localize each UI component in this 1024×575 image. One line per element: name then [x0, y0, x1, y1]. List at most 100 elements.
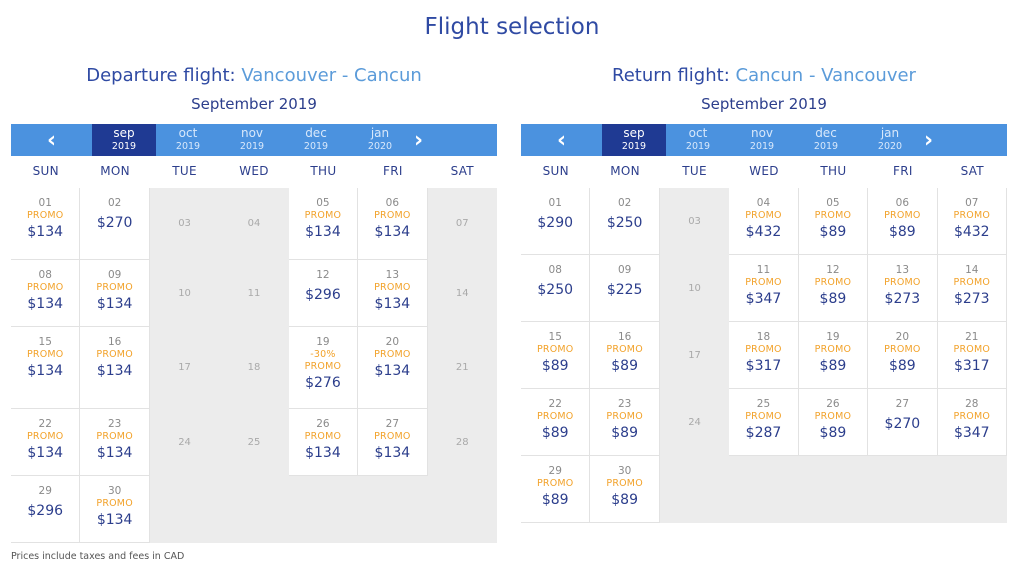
day-cell[interactable]: 15 PROMO $89: [521, 322, 591, 389]
day-cell[interactable]: 27 $270: [868, 389, 938, 456]
month-tab-year: 2019: [239, 141, 265, 152]
day-cell[interactable]: 26 PROMO $89: [798, 389, 869, 456]
month-tab-jan[interactable]: jan 2020: [858, 124, 922, 156]
month-tab-oct[interactable]: oct 2019: [666, 124, 730, 156]
prev-month-button[interactable]: ‹: [11, 124, 92, 156]
promo-badge: PROMO: [374, 210, 411, 221]
day-cell-unavailable: 25: [219, 409, 289, 476]
fare-price: $134: [27, 224, 64, 240]
day-cell[interactable]: 27 PROMO $134: [358, 409, 428, 476]
day-cell-unavailable: 17: [659, 322, 730, 389]
month-tab-sep[interactable]: sep 2019: [92, 124, 156, 156]
day-cell[interactable]: 13 PROMO $134: [358, 260, 428, 327]
day-cell[interactable]: 11 PROMO $347: [729, 255, 799, 322]
month-tab-oct[interactable]: oct 2019: [156, 124, 220, 156]
promo-badge: PROMO: [884, 277, 921, 288]
day-cell[interactable]: 06 PROMO $134: [358, 188, 428, 260]
day-number: 27: [895, 398, 910, 410]
fare-price: $317: [745, 358, 782, 374]
day-cell[interactable]: 08 $250: [521, 255, 591, 322]
return-month-title: September 2019: [701, 95, 827, 113]
promo-badge: PROMO: [814, 411, 852, 422]
fare-price: $250: [537, 282, 574, 298]
month-tab-nov[interactable]: nov 2019: [220, 124, 284, 156]
month-tab-sep[interactable]: sep 2019: [602, 124, 666, 156]
promo-badge: PROMO: [953, 344, 991, 355]
day-number: 23: [107, 418, 122, 430]
day-cell[interactable]: 16 PROMO $89: [590, 322, 660, 389]
next-month-button[interactable]: ›: [412, 124, 463, 156]
weekday-fri: FRI: [383, 164, 403, 178]
day-cell[interactable]: 29 $296: [11, 476, 81, 543]
day-number: 25: [247, 436, 261, 448]
day-cell[interactable]: 01 PROMO $134: [11, 188, 81, 260]
day-cell[interactable]: 09 $225: [590, 255, 660, 322]
day-cell[interactable]: 15 PROMO $134: [11, 327, 81, 409]
day-cell[interactable]: 20 PROMO $89: [868, 322, 938, 389]
fare-price: $89: [541, 358, 569, 374]
month-tab-year: 2019: [175, 141, 201, 152]
fare-price: $134: [27, 296, 64, 312]
day-cell[interactable]: 12 $296: [288, 260, 359, 327]
next-month-button[interactable]: ›: [922, 124, 973, 156]
prev-month-button[interactable]: ‹: [521, 124, 602, 156]
day-cell[interactable]: 01 $290: [521, 188, 591, 255]
day-cell[interactable]: 02 $270: [80, 188, 150, 260]
empty-cell: [729, 456, 799, 523]
return-heading: Return flight: Cancun - Vancouver: [521, 60, 1007, 92]
fare-price: $89: [819, 224, 847, 240]
day-cell-unavailable: 17: [149, 327, 220, 409]
day-cell[interactable]: 26 PROMO $134: [288, 409, 359, 476]
day-cell[interactable]: 20 PROMO $134: [358, 327, 428, 409]
day-number: 03: [688, 215, 701, 227]
day-cell[interactable]: 02 $250: [590, 188, 660, 255]
day-number: 01: [38, 197, 52, 209]
day-cell[interactable]: 19 -30% PROMO $276: [288, 327, 359, 409]
promo-badge: PROMO: [814, 344, 852, 355]
day-cell[interactable]: 23 PROMO $134: [80, 409, 150, 476]
day-cell[interactable]: 06 PROMO $89: [868, 188, 938, 255]
day-cell[interactable]: 22 PROMO $134: [11, 409, 81, 476]
return-calendar: Return flight: Cancun - Vancouver Septem…: [521, 60, 1007, 523]
day-number: 25: [756, 398, 771, 410]
fare-price: $89: [611, 358, 638, 374]
day-cell[interactable]: 07 PROMO $432: [937, 188, 1007, 255]
fare-price: $134: [305, 445, 341, 461]
day-number: 17: [688, 349, 701, 361]
promo-badge: PROMO: [606, 478, 643, 489]
day-cell[interactable]: 23 PROMO $89: [590, 389, 660, 456]
day-cell[interactable]: 08 PROMO $134: [11, 260, 81, 327]
day-cell-unavailable: 14: [427, 260, 497, 327]
fare-price: $317: [953, 358, 990, 374]
day-cell[interactable]: 13 PROMO $273: [868, 255, 938, 322]
month-tab-dec[interactable]: dec 2019: [284, 124, 348, 156]
weekday-sat: SAT: [450, 164, 474, 178]
day-cell[interactable]: 28 PROMO $347: [937, 389, 1007, 456]
day-cell[interactable]: 22 PROMO $89: [521, 389, 591, 456]
day-cell[interactable]: 16 PROMO $134: [80, 327, 150, 409]
month-tab-nov[interactable]: nov 2019: [730, 124, 794, 156]
day-cell[interactable]: 05 PROMO $89: [798, 188, 869, 255]
day-number: 01: [548, 197, 562, 209]
promo-badge: PROMO: [304, 210, 342, 221]
day-number: 16: [107, 336, 122, 348]
day-cell[interactable]: 30 PROMO $134: [80, 476, 150, 543]
month-tab-dec[interactable]: dec 2019: [794, 124, 858, 156]
day-cell[interactable]: 21 PROMO $317: [937, 322, 1007, 389]
day-cell[interactable]: 18 PROMO $317: [729, 322, 799, 389]
day-cell-unavailable: 28: [427, 409, 497, 476]
day-cell-unavailable: 21: [427, 327, 497, 409]
day-cell[interactable]: 25 PROMO $287: [729, 389, 799, 456]
day-number: 29: [548, 465, 562, 477]
day-cell[interactable]: 04 PROMO $432: [729, 188, 799, 255]
day-cell[interactable]: 09 PROMO $134: [80, 260, 150, 327]
day-cell[interactable]: 12 PROMO $89: [798, 255, 869, 322]
month-tab-name: jan: [880, 126, 900, 140]
day-cell[interactable]: 30 PROMO $89: [590, 456, 660, 523]
day-number: 11: [247, 287, 261, 299]
day-cell[interactable]: 29 PROMO $89: [521, 456, 591, 523]
day-cell[interactable]: 05 PROMO $134: [288, 188, 359, 260]
month-tab-jan[interactable]: jan 2020: [348, 124, 412, 156]
day-cell[interactable]: 14 PROMO $273: [937, 255, 1007, 322]
day-cell[interactable]: 19 PROMO $89: [798, 322, 869, 389]
